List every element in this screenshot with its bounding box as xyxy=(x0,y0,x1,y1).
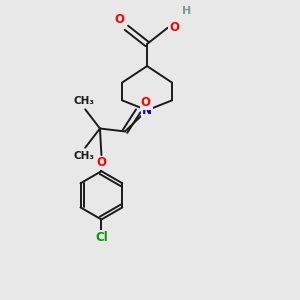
Text: H: H xyxy=(182,6,192,16)
Text: O: O xyxy=(141,96,151,110)
Text: O: O xyxy=(169,21,179,34)
Text: Cl: Cl xyxy=(95,231,108,244)
Text: O: O xyxy=(96,157,106,169)
Text: O: O xyxy=(114,13,124,26)
Text: N: N xyxy=(142,104,152,117)
Text: CH₃: CH₃ xyxy=(73,151,94,161)
Text: CH₃: CH₃ xyxy=(73,96,94,106)
